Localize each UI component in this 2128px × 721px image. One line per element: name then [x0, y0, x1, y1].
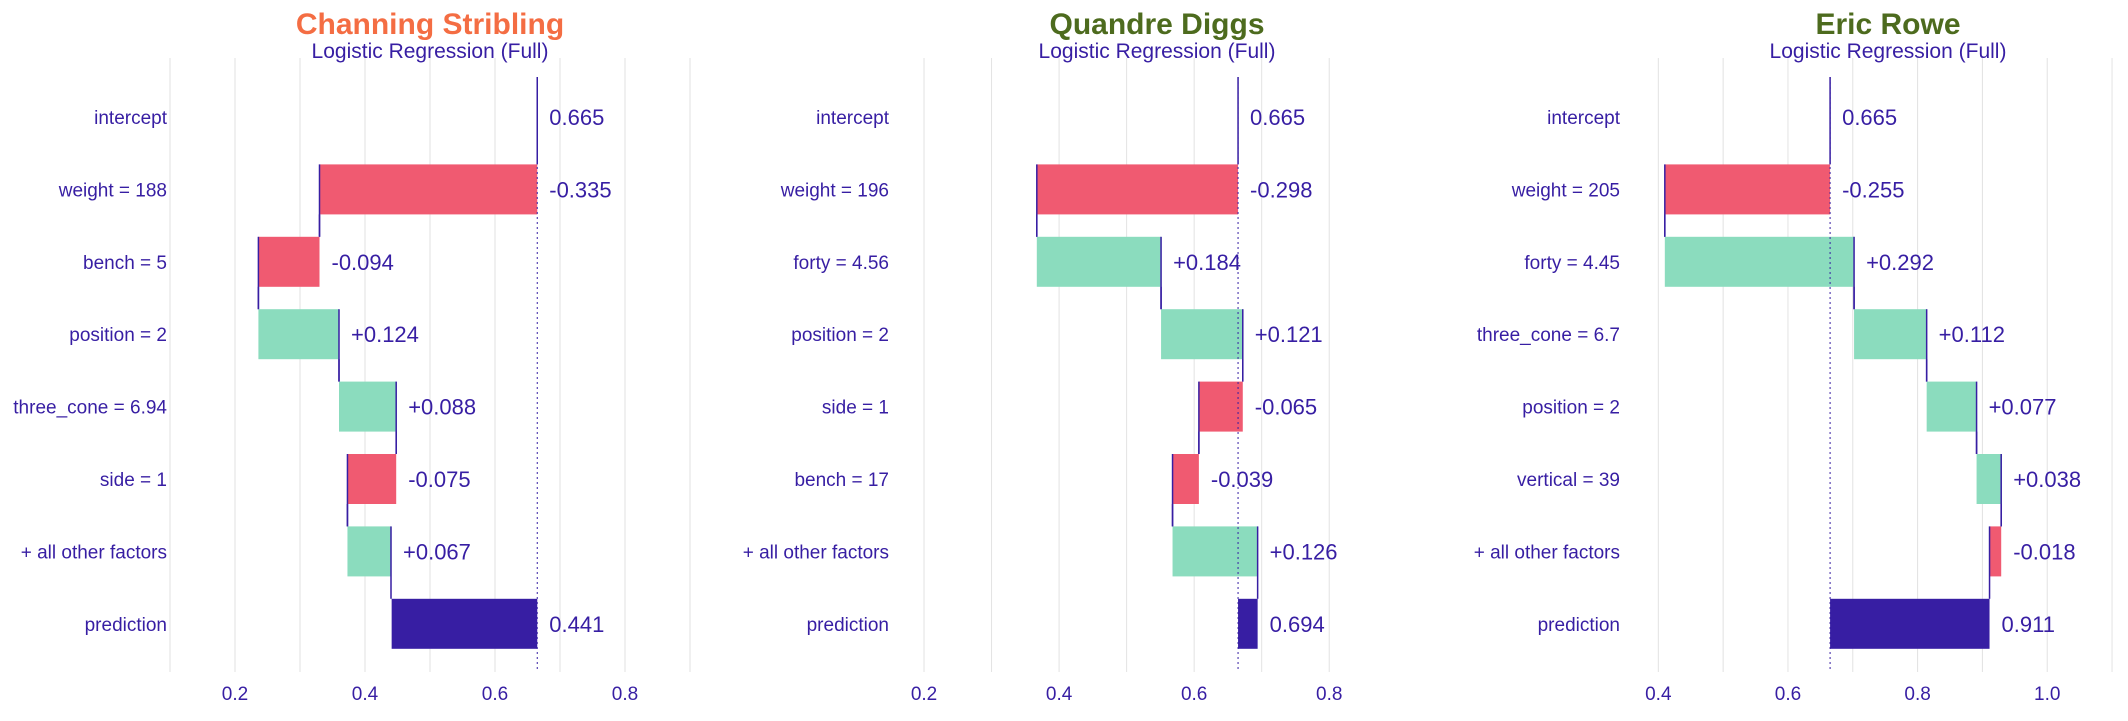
- value-label: +0.121: [1255, 322, 1323, 347]
- value-label: +0.124: [351, 322, 419, 347]
- value-label: -0.075: [408, 467, 470, 492]
- contribution-bar: [1664, 164, 1831, 215]
- value-label: 0.665: [549, 105, 604, 130]
- contribution-bar: [1926, 381, 1977, 432]
- row-label: three_cone = 6.94: [13, 398, 167, 419]
- x-tick-label: 0.6: [1181, 684, 1207, 705]
- contribution-bar: [1989, 526, 2002, 577]
- x-tick-label: 0.2: [222, 684, 248, 705]
- x-tick-label: 0.4: [1645, 684, 1672, 705]
- row-label: + all other factors: [21, 542, 167, 563]
- chart-title: Quandre Diggs: [1049, 8, 1264, 41]
- row-label: forty = 4.45: [1524, 253, 1620, 274]
- contribution-bar: [1036, 164, 1239, 215]
- value-label: 0.911: [2002, 612, 2055, 637]
- value-label: -0.039: [1211, 467, 1273, 492]
- value-label: +0.088: [408, 395, 476, 420]
- chart-title: Channing Stribling: [296, 8, 564, 41]
- contribution-bar: [258, 236, 320, 287]
- row-label: three_cone = 6.7: [1477, 325, 1620, 346]
- row-label: intercept: [94, 108, 168, 129]
- value-label: 0.441: [549, 612, 604, 637]
- x-tick-label: 0.6: [482, 684, 508, 705]
- row-label: weight = 196: [780, 180, 889, 201]
- contribution-bar: [258, 309, 339, 360]
- value-label: 0.665: [1842, 105, 1897, 130]
- prediction-bar: [1238, 598, 1258, 649]
- value-label: 0.665: [1250, 105, 1305, 130]
- value-label: +0.184: [1173, 250, 1241, 275]
- x-tick-label: 0.8: [612, 684, 638, 705]
- contribution-bar: [1664, 236, 1855, 287]
- row-label: position = 2: [791, 325, 889, 346]
- contribution-bar: [1036, 236, 1162, 287]
- contribution-bar: [347, 454, 397, 504]
- value-label: -0.094: [332, 250, 394, 275]
- value-label: +0.126: [1270, 539, 1338, 564]
- x-tick-label: 0.4: [1046, 684, 1073, 705]
- row-label: forty = 4.56: [793, 253, 889, 274]
- chart-subtitle: Logistic Regression (Full): [1039, 40, 1276, 63]
- value-label: +0.067: [403, 539, 471, 564]
- row-label: weight = 205: [1511, 180, 1620, 201]
- row-label: + all other factors: [743, 542, 889, 563]
- row-label: side = 1: [822, 398, 889, 419]
- chart-subtitle: Logistic Regression (Full): [1770, 40, 2007, 63]
- value-label: -0.065: [1255, 395, 1317, 420]
- contribution-bar: [1172, 454, 1199, 504]
- contribution-bar: [1161, 309, 1243, 360]
- prediction-bar: [391, 598, 538, 649]
- value-label: -0.298: [1250, 177, 1312, 202]
- row-label: intercept: [816, 108, 890, 129]
- value-label: +0.112: [1939, 322, 2005, 347]
- row-label: prediction: [85, 615, 167, 636]
- contribution-bar: [1198, 381, 1243, 432]
- chart-title: Eric Rowe: [1815, 8, 1960, 41]
- row-label: side = 1: [100, 470, 167, 491]
- x-tick-label: 0.2: [911, 684, 937, 705]
- x-tick-label: 0.8: [1316, 684, 1342, 705]
- row-label: position = 2: [1522, 398, 1620, 419]
- row-label: + all other factors: [1474, 542, 1620, 563]
- chart-subtitle: Logistic Regression (Full): [312, 40, 549, 63]
- value-label: +0.038: [2013, 467, 2081, 492]
- value-label: +0.292: [1866, 250, 1934, 275]
- contribution-bar: [1976, 454, 2002, 504]
- value-label: -0.018: [2013, 539, 2075, 564]
- x-tick-label: 0.6: [1775, 684, 1801, 705]
- x-tick-label: 1.0: [2034, 684, 2060, 705]
- row-label: position = 2: [69, 325, 167, 346]
- value-label: -0.335: [549, 177, 611, 202]
- prediction-bar: [1830, 598, 1990, 649]
- contribution-bar: [1172, 526, 1258, 577]
- row-label: bench = 17: [794, 470, 889, 491]
- value-label: +0.077: [1989, 395, 2057, 420]
- x-tick-label: 0.4: [352, 684, 379, 705]
- row-label: bench = 5: [83, 253, 167, 274]
- value-label: -0.255: [1842, 177, 1904, 202]
- value-label: 0.694: [1270, 612, 1325, 637]
- row-label: weight = 188: [58, 180, 167, 201]
- contribution-bar: [319, 164, 538, 215]
- contribution-bar: [339, 381, 397, 432]
- row-label: prediction: [1538, 615, 1620, 636]
- contribution-bar: [1854, 309, 1927, 360]
- row-label: prediction: [807, 615, 889, 636]
- row-label: intercept: [1547, 108, 1621, 129]
- x-tick-label: 0.8: [1904, 684, 1930, 705]
- row-label: vertical = 39: [1517, 470, 1620, 491]
- contribution-bar: [347, 526, 391, 577]
